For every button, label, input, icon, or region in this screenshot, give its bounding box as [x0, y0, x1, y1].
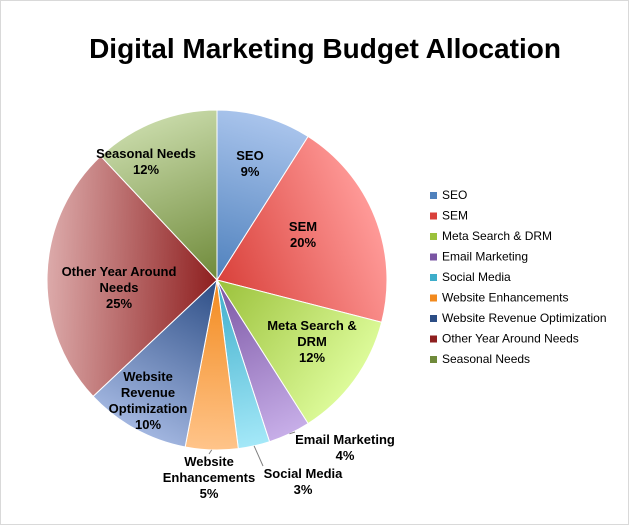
pie-slice-seo: [216, 109, 309, 282]
slice-label-seasonal-needs: Seasonal Needs 12%: [96, 146, 196, 177]
pie-slice-seasonal-needs: [99, 109, 218, 282]
slice-label-website-revenue-optimization: Website Revenue Optimization 10%: [109, 369, 188, 432]
legend-swatch-other-year-around-needs: [430, 335, 437, 343]
slice-label-email-marketing: Email Marketing 4%: [295, 432, 395, 463]
slice-label-meta-search-drm: Meta Search & DRM 12%: [267, 318, 357, 365]
leader-lines: [208, 431, 296, 467]
legend-entry-email-marketing: Email Marketing: [442, 250, 528, 264]
legend-swatch-website-revenue-optimization: [430, 315, 437, 322]
pie-slice-sem: [216, 135, 388, 323]
pie-slices: [46, 109, 388, 451]
slice-label-seo: SEO 9%: [236, 148, 263, 179]
legend-entry-seasonal-needs: Seasonal Needs: [442, 352, 530, 366]
leader-line-website-enhancements: [208, 449, 213, 455]
legend-swatch-sem: [430, 212, 437, 220]
pie-slice-website-revenue-optimization: [92, 278, 218, 448]
slice-label-social-media: Social Media 3%: [264, 466, 344, 497]
legend-entry-website-revenue-optimization: Website Revenue Optimization: [442, 311, 607, 325]
legend-entry-sem: SEM: [442, 209, 468, 223]
leader-line-email-marketing: [289, 431, 296, 435]
pie-slice-other-year-around-needs: [46, 155, 218, 398]
slice-labels: SEO 9% SEM 20% Meta Search & DRM 12% Email Mark…: [62, 146, 395, 501]
pie-slice-meta-search-drm: [215, 279, 383, 425]
legend-swatch-seasonal-needs: [430, 356, 437, 363]
legend-entry-other-year-around-needs: Other Year Around Needs: [442, 332, 579, 346]
legend-swatch-email-marketing: [430, 253, 437, 261]
legend-swatch-meta-search-drm: [430, 233, 437, 240]
chart-title: Digital Marketing Budget Allocation: [89, 33, 561, 64]
legend-entry-seo: SEO: [442, 188, 467, 202]
legend-entry-meta-search-drm: Meta Search & DRM: [442, 229, 552, 243]
slice-label-sem: SEM 20%: [289, 219, 317, 250]
legend-entry-social-media: Social Media: [442, 270, 511, 284]
legend-entry-website-enhancements: Website Enhancements: [442, 291, 569, 305]
legend-swatch-seo: [430, 192, 437, 199]
legend-swatch-website-enhancements: [430, 294, 437, 302]
leader-line-social-media: [253, 445, 264, 467]
slice-label-other-year-around-needs: Other Year Around Needs 25%: [62, 264, 177, 311]
legend-swatch-social-media: [430, 274, 437, 281]
legend: SEO SEM Meta Search & DRM Email Marketing So…: [430, 188, 607, 366]
slice-label-website-enhancements: Website Enhancements 5%: [163, 454, 255, 501]
